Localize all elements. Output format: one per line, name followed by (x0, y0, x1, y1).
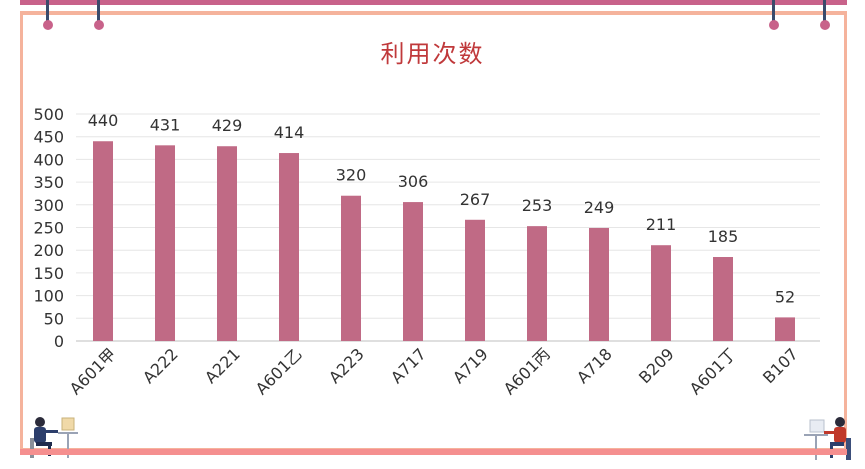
y-tick-label: 50 (44, 309, 64, 328)
person-at-desk-icon (30, 417, 78, 458)
bottom-rule (20, 449, 847, 455)
right-pin-1-head (769, 20, 779, 30)
bar (341, 195, 361, 341)
bar (775, 317, 795, 341)
y-tick-label: 350 (33, 173, 64, 192)
x-tick-label: B107 (759, 344, 802, 387)
x-tick-label: A718 (573, 344, 616, 387)
x-tick-label: A717 (387, 344, 430, 387)
right-pin-1 (772, 0, 775, 22)
x-tick-label: A601乙 (252, 344, 306, 398)
data-label: 320 (336, 166, 367, 185)
data-label: 185 (708, 227, 739, 246)
data-label: 52 (775, 287, 795, 306)
x-tick-label: A601丁 (686, 344, 740, 398)
bar (589, 227, 609, 341)
y-tick-label: 200 (33, 241, 64, 260)
x-tick-label: A222 (139, 344, 182, 387)
data-label: 267 (460, 190, 491, 209)
data-label: 440 (88, 111, 119, 130)
x-tick-label: A223 (325, 344, 368, 387)
data-label: 306 (398, 172, 429, 191)
y-tick-label: 150 (33, 264, 64, 283)
bar (527, 226, 547, 341)
left-pin-2-head (94, 20, 104, 30)
left-pin-1-head (43, 20, 53, 30)
chart-title: 利用次数 (380, 40, 485, 68)
data-label: 211 (646, 215, 677, 234)
top-rule (20, 0, 847, 5)
data-label: 253 (522, 196, 553, 215)
x-tick-label: A221 (201, 344, 244, 387)
bar (651, 245, 671, 341)
y-tick-label: 100 (33, 287, 64, 306)
y-tick-label: 250 (33, 219, 64, 238)
bar (155, 145, 175, 341)
bar (93, 141, 113, 341)
x-tick-label: B209 (635, 344, 678, 387)
data-label: 431 (150, 115, 181, 134)
left-pin-1 (46, 0, 49, 22)
bar (217, 146, 237, 341)
bar (713, 257, 733, 341)
bar (279, 153, 299, 341)
x-tick-label: A601丙 (500, 344, 554, 398)
right-pin-2-head (820, 20, 830, 30)
left-pin-2 (97, 0, 100, 22)
data-label: 414 (274, 123, 305, 142)
x-tick-label: A719 (449, 344, 492, 387)
y-tick-label: 400 (33, 150, 64, 169)
right-pin-2 (823, 0, 826, 22)
data-label: 429 (212, 116, 243, 135)
y-tick-label: 300 (33, 196, 64, 215)
y-tick-label: 500 (33, 105, 64, 124)
y-tick-label: 450 (33, 128, 64, 147)
bar (403, 202, 423, 341)
y-tick-label: 0 (54, 332, 64, 351)
data-label: 249 (584, 198, 615, 217)
bar (465, 219, 485, 341)
x-tick-label: A601甲 (66, 344, 120, 398)
